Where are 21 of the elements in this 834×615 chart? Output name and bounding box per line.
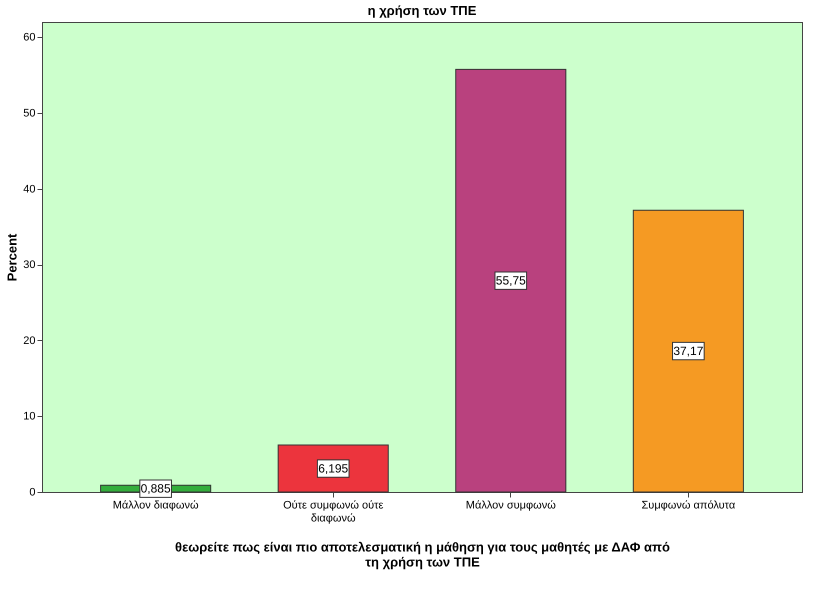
x-tick-label: Μάλλον διαφωνώ — [112, 500, 199, 512]
y-tick-label: 50 — [23, 107, 36, 120]
bar — [632, 210, 744, 492]
y-tick-label: 40 — [23, 183, 36, 196]
x-tick-label: Ούτε συμφωνώ ούτε διαφωνώ — [283, 500, 384, 524]
y-tick-label: 20 — [23, 334, 36, 347]
data-label: 37,17 — [673, 344, 704, 358]
data-label: 55,75 — [496, 274, 526, 288]
y-tick-label: 30 — [23, 259, 36, 272]
x-axis-title: θεωρείτε πως είναι πιο αποτελεσματική η μάθηση για τους μαθητές με ΔΑΦ από τη χρήση των ΤΠΕ — [175, 540, 670, 570]
bar — [278, 444, 389, 492]
x-tick-label: Μάλλον συμφωνώ — [466, 500, 556, 512]
x-tick-label: Συμφωνώ απόλυτα — [642, 500, 736, 512]
chart-title: η χρήση των ΤΠΕ — [368, 3, 477, 18]
y-axis-title: Percent — [4, 232, 20, 282]
y-tick-label: 0 — [29, 486, 36, 498]
data-label: 0,885 — [140, 482, 171, 496]
y-tick-label: 10 — [23, 410, 36, 423]
y-tick-label: 60 — [23, 32, 36, 44]
data-label: 6,195 — [318, 462, 349, 476]
bar — [455, 68, 566, 492]
